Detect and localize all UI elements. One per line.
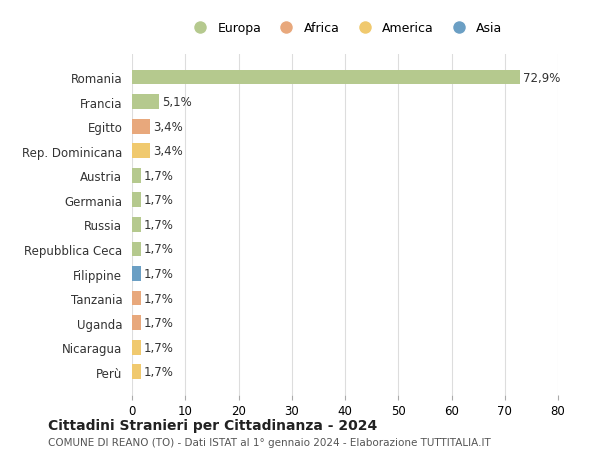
Bar [132,168,141,183]
Text: COMUNE DI REANO (TO) - Dati ISTAT al 1° gennaio 2024 - Elaborazione TUTTITALIA.I: COMUNE DI REANO (TO) - Dati ISTAT al 1° … [48,437,491,447]
Text: 1,7%: 1,7% [144,341,173,354]
Bar [132,218,141,232]
Text: 5,1%: 5,1% [162,96,191,109]
Text: 1,7%: 1,7% [144,268,173,280]
Text: 1,7%: 1,7% [144,292,173,305]
Bar [132,364,141,379]
Text: Cittadini Stranieri per Cittadinanza - 2024: Cittadini Stranieri per Cittadinanza - 2… [48,418,377,432]
Bar [132,242,141,257]
Bar [132,144,150,159]
Bar [132,193,141,208]
Bar [132,316,141,330]
Text: 1,7%: 1,7% [144,169,173,182]
Text: 1,7%: 1,7% [144,365,173,378]
Bar [132,291,141,306]
Text: 1,7%: 1,7% [144,194,173,207]
Bar [132,119,150,134]
Text: 72,9%: 72,9% [523,72,560,84]
Text: 1,7%: 1,7% [144,243,173,256]
Bar [132,340,141,355]
Bar [132,71,520,85]
Bar [132,267,141,281]
Text: 3,4%: 3,4% [153,145,182,158]
Legend: Europa, Africa, America, Asia: Europa, Africa, America, Asia [182,17,508,40]
Text: 3,4%: 3,4% [153,120,182,134]
Text: 1,7%: 1,7% [144,218,173,231]
Bar [132,95,159,110]
Text: 1,7%: 1,7% [144,316,173,330]
